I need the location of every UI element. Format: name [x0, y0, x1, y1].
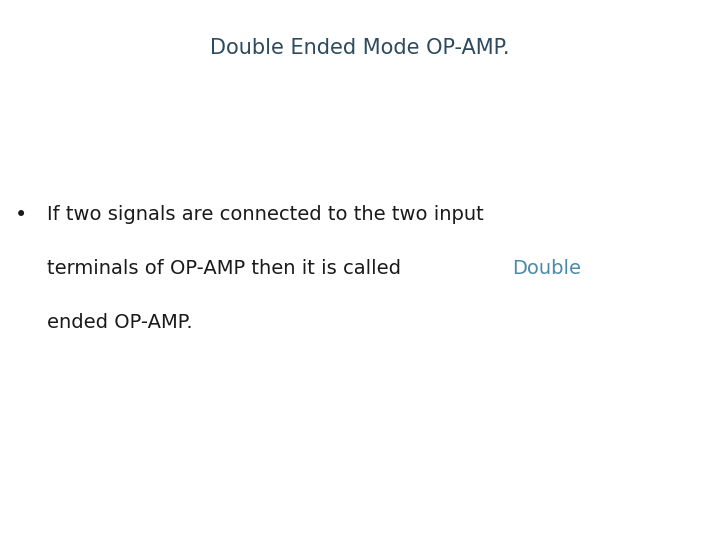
Text: If two signals are connected to the two input: If two signals are connected to the two … — [47, 205, 484, 224]
Text: terminals of OP-AMP then it is called: terminals of OP-AMP then it is called — [47, 259, 407, 278]
Text: Double: Double — [512, 259, 580, 278]
Text: ended OP-AMP.: ended OP-AMP. — [47, 313, 192, 332]
Text: Double Ended Mode OP-AMP.: Double Ended Mode OP-AMP. — [210, 38, 510, 58]
Text: •: • — [14, 205, 27, 225]
